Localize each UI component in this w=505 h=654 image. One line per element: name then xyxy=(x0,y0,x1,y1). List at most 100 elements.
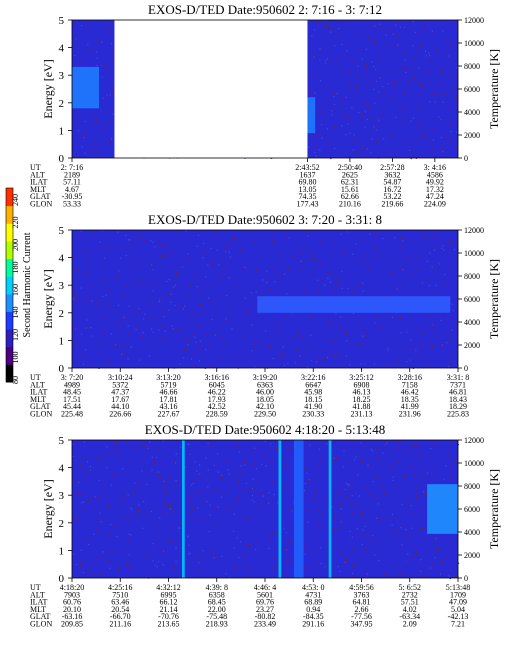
noise-dot xyxy=(443,249,445,251)
noise-dot xyxy=(213,307,215,309)
noise-dot xyxy=(449,463,451,465)
noise-dot xyxy=(380,326,382,328)
noise-dot xyxy=(277,329,279,331)
noise-dot xyxy=(227,469,229,471)
noise-dot xyxy=(180,260,182,262)
noise-dot xyxy=(200,344,203,346)
ephemeris-value: 2:43:52 xyxy=(295,163,319,172)
noise-dot xyxy=(231,328,233,330)
noise-dot xyxy=(198,535,200,537)
ephemeris-value: 219.66 xyxy=(381,200,403,209)
noise-dot xyxy=(216,507,218,510)
noise-dot xyxy=(129,265,131,267)
noise-dot xyxy=(368,268,370,270)
noise-dot xyxy=(436,232,438,234)
noise-dot xyxy=(304,456,306,458)
noise-dot xyxy=(246,361,248,363)
noise-dot xyxy=(405,529,407,531)
noise-dot xyxy=(97,300,99,302)
noise-dot xyxy=(263,542,265,545)
noise-dot xyxy=(452,308,455,310)
noise-dot xyxy=(353,134,355,136)
noise-dot xyxy=(218,264,220,266)
noise-dot xyxy=(266,504,268,506)
ephemeris-value: 2.66 xyxy=(355,605,369,614)
noise-dot xyxy=(192,517,194,519)
noise-dot xyxy=(323,486,325,488)
noise-dot xyxy=(344,488,346,491)
noise-dot xyxy=(93,507,95,509)
noise-dot xyxy=(370,544,372,546)
noise-dot xyxy=(437,154,439,157)
noise-dot xyxy=(207,469,209,471)
noise-dot xyxy=(425,30,427,32)
colorbar-tick-label: 100 xyxy=(11,352,20,364)
noise-dot xyxy=(144,557,146,559)
ephemeris-row-label: UT xyxy=(30,163,41,172)
noise-dot xyxy=(382,284,385,287)
noise-dot xyxy=(176,276,178,278)
noise-dot xyxy=(75,563,78,566)
noise-dot xyxy=(390,95,392,97)
noise-dot xyxy=(98,245,100,247)
ephemeris-value: 3:19:20 xyxy=(253,373,277,382)
noise-dot xyxy=(379,488,381,490)
noise-dot xyxy=(418,352,420,354)
noise-dot xyxy=(213,444,215,447)
noise-dot xyxy=(291,507,294,509)
noise-dot xyxy=(285,316,287,318)
noise-dot xyxy=(420,92,422,94)
noise-dot xyxy=(337,565,339,568)
noise-dot xyxy=(405,237,407,239)
noise-dot xyxy=(443,478,445,480)
noise-dot xyxy=(288,531,290,533)
noise-dot xyxy=(102,355,105,357)
noise-dot xyxy=(200,477,202,479)
noise-dot xyxy=(449,123,451,126)
noise-dot xyxy=(358,75,360,77)
noise-dot xyxy=(214,316,217,318)
noise-dot xyxy=(247,326,249,328)
ephemeris-row-label: UT xyxy=(30,583,41,592)
noise-dot xyxy=(374,25,376,27)
noise-dot xyxy=(320,268,323,270)
noise-dot xyxy=(420,455,422,458)
noise-dot xyxy=(271,242,273,244)
noise-dot xyxy=(355,484,357,486)
noise-dot xyxy=(375,478,378,480)
ephemeris-value: 4:18:20 xyxy=(60,583,84,592)
noise-dot xyxy=(373,495,376,497)
noise-dot xyxy=(442,275,445,277)
ephemeris-row-label: GLAT xyxy=(30,402,51,411)
noise-dot xyxy=(205,457,207,459)
noise-dot xyxy=(367,464,369,466)
noise-dot xyxy=(365,68,367,70)
noise-dot xyxy=(453,575,455,577)
noise-dot xyxy=(380,52,382,54)
noise-dot xyxy=(96,57,98,59)
ephemeris-value: 18.43 xyxy=(449,395,467,404)
noise-dot xyxy=(115,345,117,347)
noise-dot xyxy=(450,107,452,110)
noise-dot xyxy=(278,328,280,331)
noise-dot xyxy=(179,527,181,529)
noise-dot xyxy=(284,470,286,472)
noise-dot xyxy=(378,119,380,121)
noise-dot xyxy=(407,146,409,149)
noise-dot xyxy=(346,231,348,233)
noise-dot xyxy=(255,447,258,449)
noise-dot xyxy=(197,490,199,492)
noise-dot xyxy=(335,57,338,59)
noise-dot xyxy=(407,567,409,569)
noise-dot xyxy=(432,266,435,268)
noise-dot xyxy=(195,282,198,284)
noise-dot xyxy=(183,267,185,269)
noise-dot xyxy=(275,447,277,449)
noise-dot xyxy=(313,502,315,505)
noise-dot xyxy=(326,102,328,104)
colorbar-segment xyxy=(6,223,13,242)
noise-dot xyxy=(400,238,402,240)
noise-dot xyxy=(443,94,445,96)
noise-dot xyxy=(341,125,343,127)
noise-dot xyxy=(345,557,347,560)
